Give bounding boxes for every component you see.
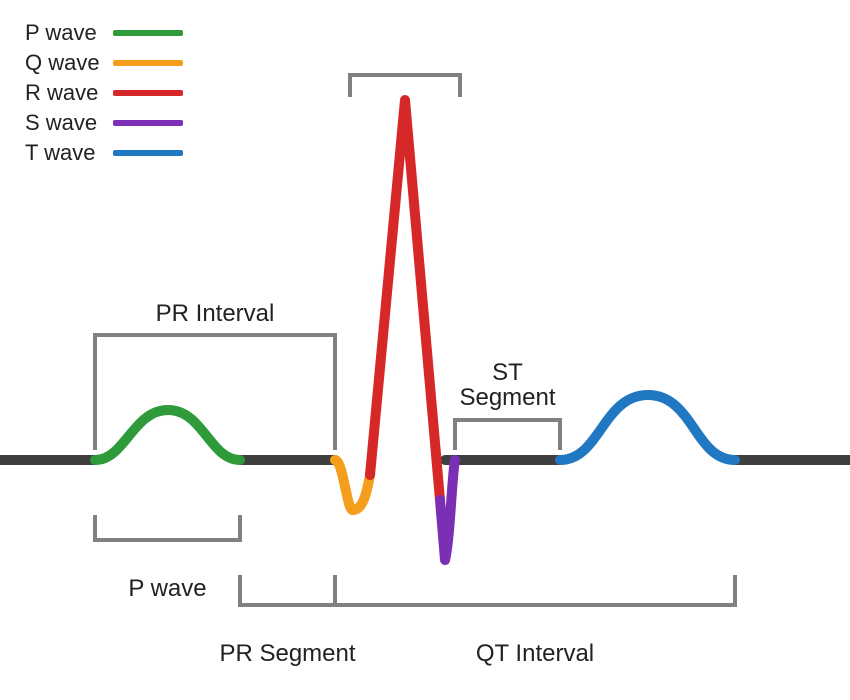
st-line2: Segment — [459, 384, 555, 411]
ecg-diagram: { "layout": { "width": 850, "height": 70… — [0, 0, 850, 700]
pr-segment-label: PR Segment — [188, 640, 388, 668]
qt-interval-label: QT Interval — [435, 640, 635, 668]
r-wave — [370, 100, 440, 500]
q-wave — [335, 460, 370, 510]
p-wave-label: P wave — [68, 575, 268, 603]
pr-interval-label: PR Interval — [115, 300, 315, 328]
p-wave — [95, 410, 240, 460]
st-segment-label: ST Segment — [408, 360, 608, 410]
st-line1: ST — [492, 359, 523, 386]
